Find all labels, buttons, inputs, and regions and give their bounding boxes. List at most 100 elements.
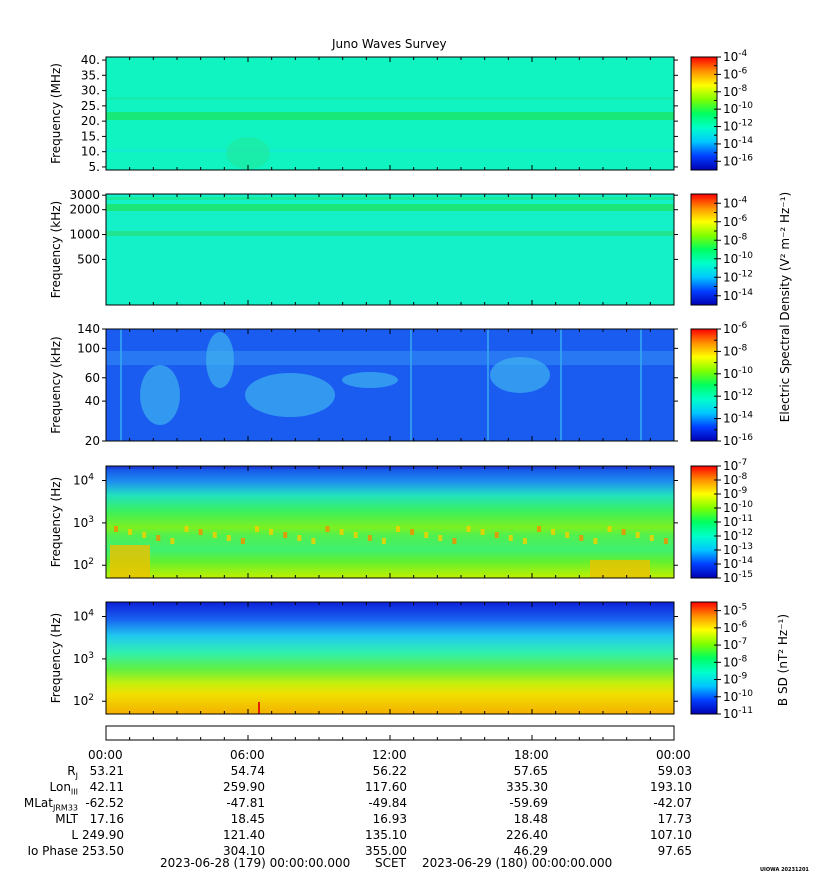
x-tick-label: 06:00 [230,748,265,762]
emission-band [106,149,674,152]
emission-patch [490,357,550,393]
y-tick-label: 35. [81,68,100,82]
emission-spot [255,526,259,532]
y-axis-label: Frequency (Hz) [49,613,63,704]
ephemeris-value: 18.48 [513,812,548,826]
colorbar-tick-label: 10-16 [723,153,753,168]
ephemeris-value: 17.73 [657,812,692,826]
colorbar-tick-label: 10-4 [723,195,748,210]
colorbar-tick-label: 10-15 [723,570,753,585]
colorbar-tick-label: 10-14 [723,411,753,426]
y-tick-label: 10. [81,145,100,159]
colorbar-tick-label: 10-8 [723,654,748,669]
emission-spot [466,526,471,532]
ephemeris-value: 46.29 [513,844,548,858]
y-tick-label: 500 [77,252,100,266]
spectrogram-background [106,194,674,305]
emission-spot [537,526,541,532]
ephemeris-value: 57.65 [513,764,548,778]
colorbar [690,465,718,579]
emission-band [106,231,674,236]
ephemeris-value: 193.10 [650,780,692,794]
y-tick-label: 2000 [69,203,100,217]
emission-spot [410,529,415,535]
colorbar-tick-label: 10-12 [723,528,753,543]
emission-band [106,97,674,100]
y-tick-label: 30. [81,84,100,98]
y-tick-label: 40. [81,53,100,67]
colorbar-tick-label: 10-6 [723,321,748,336]
ephemeris-value: 107.10 [650,828,692,842]
y-axis-label: Frequency (Hz) [49,477,63,568]
emission-spot [226,535,231,541]
colorbar-tick-label: 10-7 [723,458,747,473]
colorbar-tick-label: 10-16 [723,433,753,448]
emission-spot [311,538,316,544]
y-tick-label: 15. [81,129,100,143]
y-tick-label: 3000 [69,188,100,202]
emission-spot [438,535,443,541]
ephemeris-value: 135.10 [365,828,407,842]
panel-4: 104 103 102 Frequency (Hz) 10-710-810-910-10… [49,458,753,585]
emission-streak [258,702,260,714]
colorbar-tick-label: 10-8 [723,343,748,358]
ephemeris-value: -59.69 [509,796,548,810]
y-tick-label: 20. [81,114,100,128]
colorbar-tick-label: 10-13 [723,542,753,557]
spectrogram-background [106,466,674,578]
emission-spot [170,538,175,544]
emission-spot [635,532,640,538]
footer-end-time: 2023-06-29 (180) 00:00:00.000 [422,856,613,870]
y-axis-label: Frequency (MHz) [49,63,63,164]
emission-spot [593,538,598,544]
y-tick-label: 103 [73,515,94,530]
ephemeris-value: 42.11 [89,780,124,794]
magnetic-colorbar-label: B SD (nT² Hz⁻¹) [776,613,790,707]
colorbar-tick-label: 10-14 [723,136,753,151]
x-tick-label: 12:00 [372,748,407,762]
emission-spot [649,535,654,541]
ephemeris-value: 53.21 [89,764,124,778]
colorbar-tick-label: 10-8 [723,84,748,99]
ephemeris-row-label: Io Phase [27,844,78,858]
colorbar-tick-label: 10-5 [723,603,747,618]
emission-spot [396,526,400,532]
ephemeris-row-label: MLatJRM33 [23,796,78,813]
emission-streak [410,329,412,441]
emission-spot [551,529,556,535]
colorbar [690,328,718,442]
emission-spot [621,529,626,535]
colorbar-tick-label: 10-9 [723,672,748,687]
colorbar-tick-label: 10-6 [723,620,748,635]
emission-streak [120,329,122,441]
emission-patch [140,365,180,425]
panel-3: 140 100 60 40 20 Frequency (kHz) 10-6 10-8 10-10… [49,321,753,448]
ephemeris-value: 355.00 [365,844,407,858]
colorbar-tick-label: 10-14 [723,288,753,303]
colorbar-tick-label: 10-11 [723,706,753,721]
emission-spot [114,526,118,532]
colorbar-tick-label: 10-10 [723,500,753,515]
emission-spot [565,532,570,538]
colorbar [690,193,718,306]
x-tick-label: 18:00 [514,748,549,762]
ephemeris-value: 16.93 [372,812,407,826]
ephemeris-value: -42.07 [653,796,692,810]
ephemeris-value: 249.90 [82,828,124,842]
ephemeris-value: 121.40 [223,828,265,842]
colorbar-tick-label: 10-10 [723,101,753,116]
y-tick-label: 100 [77,341,100,355]
y-tick-label: 1000 [69,228,100,242]
ephemeris-value: 304.10 [223,844,265,858]
colorbar-tick-label: 10-12 [723,388,753,403]
emission-spot [142,532,147,538]
ephemeris-value: 259.90 [223,780,265,794]
emission-spot [452,538,457,544]
panel-1: 40.35. 30.25.20.15. 10.5. Frequency (MHz) 10… [49,49,753,174]
ephemeris-value: 253.50 [82,844,124,858]
emission-spot [353,532,358,538]
y-axis-label: Frequency (kHz) [49,201,63,298]
chart-title: Juno Waves Survey [332,37,447,51]
